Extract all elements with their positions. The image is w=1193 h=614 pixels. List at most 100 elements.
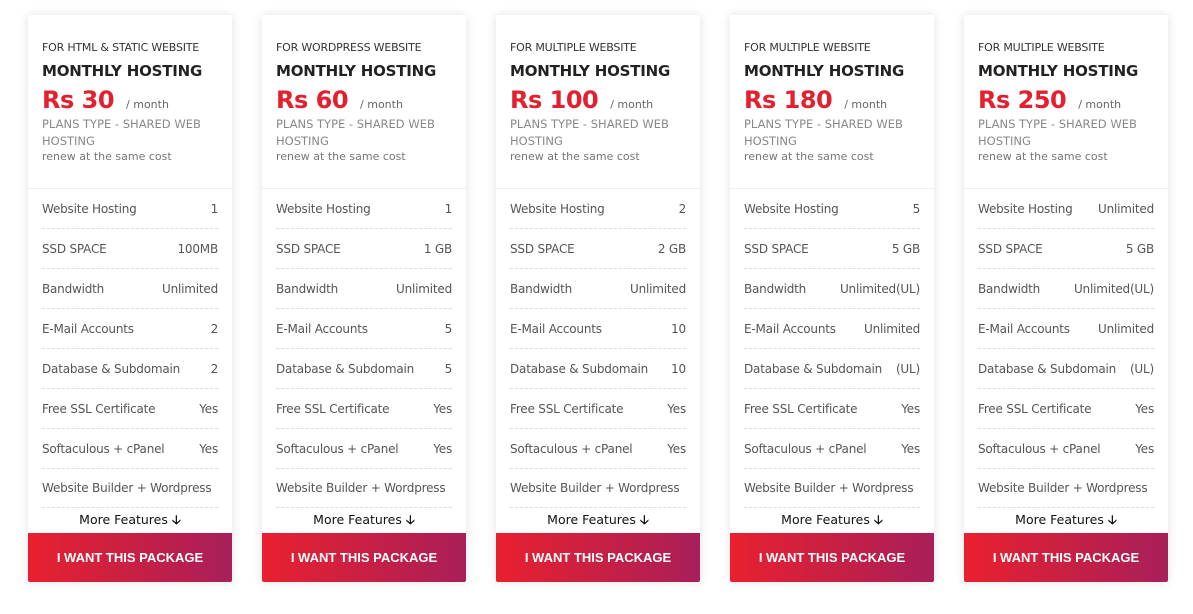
plan-type: PLANS TYPE - SHARED WEB HOSTING <box>744 117 903 148</box>
feature-label: Database & Subdomain <box>744 361 883 376</box>
feature-row: Database & Subdomain (UL) <box>978 349 1154 389</box>
feature-value: 2 GB <box>657 241 686 256</box>
feature-value: Yes <box>1135 441 1154 456</box>
plan-title: MONTHLY HOSTING <box>42 62 203 80</box>
feature-row: Website Builder + Wordpress <box>276 469 452 508</box>
more-features-link[interactable]: More Features 🡣 <box>28 508 232 531</box>
feature-row: SSD SPACE 5 GB <box>744 229 920 269</box>
feature-row: Softaculous + cPanel Yes <box>978 429 1154 469</box>
plan-header: FOR MULTIPLE WEBSITE MONTHLY HOSTING Rs … <box>730 15 934 189</box>
price-period: / month <box>126 98 169 111</box>
plan-type: PLANS TYPE - SHARED WEB HOSTING <box>42 117 201 148</box>
feature-label: SSD SPACE <box>744 241 809 256</box>
feature-value: Unlimited <box>864 321 920 336</box>
price-period: / month <box>360 98 403 111</box>
feature-label: Website Builder + Wordpress <box>42 481 212 495</box>
feature-row: E-Mail Accounts Unlimited <box>978 309 1154 349</box>
feature-list: Website Hosting 1 SSD SPACE 100MB Bandwidth U… <box>28 189 232 508</box>
plan-type: PLANS TYPE - SHARED WEB HOSTING <box>978 117 1137 148</box>
more-features-link[interactable]: More Features 🡣 <box>496 508 700 531</box>
more-features-label: More Features <box>547 512 636 527</box>
more-features-label: More Features <box>79 512 168 527</box>
feature-value: Unlimited(UL) <box>1073 281 1154 296</box>
feature-value: Unlimited <box>1098 321 1154 336</box>
feature-row: SSD SPACE 5 GB <box>978 229 1154 269</box>
feature-label: Website Builder + Wordpress <box>744 481 914 495</box>
feature-value: Unlimited <box>630 281 686 296</box>
feature-label: Free SSL Certificate <box>510 401 624 416</box>
feature-value: Yes <box>433 401 452 416</box>
price-amount: Rs 250 <box>978 86 1067 114</box>
feature-label: E-Mail Accounts <box>510 321 602 336</box>
buy-package-button[interactable]: I WANT THIS PACKAGE <box>262 533 466 582</box>
more-features-label: More Features <box>1015 512 1104 527</box>
feature-value: 1 <box>444 201 453 216</box>
feature-label: Database & Subdomain <box>978 361 1117 376</box>
feature-label: Softaculous + cPanel <box>42 441 165 456</box>
feature-value: 10 <box>671 361 686 376</box>
more-features-link[interactable]: More Features 🡣 <box>964 508 1168 531</box>
feature-row: Softaculous + cPanel Yes <box>744 429 920 469</box>
plan-type: PLANS TYPE - SHARED WEB HOSTING <box>510 117 669 148</box>
plan-audience: FOR WORDPRESS WEBSITE <box>276 41 422 54</box>
feature-value: Yes <box>1135 401 1154 416</box>
feature-label: Website Hosting <box>744 201 839 216</box>
plan-price: Rs 250 / month <box>978 86 1154 114</box>
feature-label: Website Hosting <box>978 201 1073 216</box>
feature-label: E-Mail Accounts <box>276 321 368 336</box>
arrow-down-icon: 🡣 <box>171 512 181 527</box>
feature-label: E-Mail Accounts <box>978 321 1070 336</box>
feature-value: Yes <box>433 441 452 456</box>
feature-row: Website Hosting Unlimited <box>978 189 1154 229</box>
plan-header: FOR HTML & STATIC WEBSITE MONTHLY HOSTIN… <box>28 15 232 189</box>
buy-package-button[interactable]: I WANT THIS PACKAGE <box>730 533 934 582</box>
arrow-down-icon: 🡣 <box>873 512 883 527</box>
plan-card: FOR WORDPRESS WEBSITE MONTHLY HOSTING Rs… <box>262 15 466 582</box>
plan-title: MONTHLY HOSTING <box>978 62 1139 80</box>
feature-row: Free SSL Certificate Yes <box>42 389 218 429</box>
more-features-link[interactable]: More Features 🡣 <box>730 508 934 531</box>
feature-row: Website Hosting 2 <box>510 189 686 229</box>
renew-note: renew at the same cost <box>42 150 172 163</box>
arrow-down-icon: 🡣 <box>1107 512 1117 527</box>
feature-row: Free SSL Certificate Yes <box>276 389 452 429</box>
feature-value: 1 <box>210 201 219 216</box>
feature-row: SSD SPACE 1 GB <box>276 229 452 269</box>
feature-label: Database & Subdomain <box>276 361 415 376</box>
feature-value: 2 <box>678 201 687 216</box>
feature-label: SSD SPACE <box>978 241 1043 256</box>
plan-card: FOR MULTIPLE WEBSITE MONTHLY HOSTING Rs … <box>964 15 1168 582</box>
price-amount: Rs 180 <box>744 86 833 114</box>
price-period: / month <box>610 98 654 111</box>
buy-package-button[interactable]: I WANT THIS PACKAGE <box>28 533 232 582</box>
feature-value: 5 <box>912 201 921 216</box>
plan-audience: FOR MULTIPLE WEBSITE <box>978 41 1105 54</box>
plan-title: MONTHLY HOSTING <box>276 62 437 80</box>
feature-row: Softaculous + cPanel Yes <box>42 429 218 469</box>
feature-row: Website Builder + Wordpress <box>744 469 920 508</box>
feature-value: Unlimited <box>162 281 218 296</box>
feature-label: Website Hosting <box>42 201 137 216</box>
feature-value: 10 <box>671 321 686 336</box>
feature-label: Bandwidth <box>42 281 105 296</box>
feature-label: Bandwidth <box>744 281 807 296</box>
feature-value: Yes <box>199 441 218 456</box>
feature-label: Bandwidth <box>978 281 1041 296</box>
feature-row: Free SSL Certificate Yes <box>744 389 920 429</box>
buy-package-button[interactable]: I WANT THIS PACKAGE <box>496 533 700 582</box>
feature-row: E-Mail Accounts Unlimited <box>744 309 920 349</box>
feature-value: (UL) <box>895 361 920 376</box>
feature-value: 5 GB <box>1125 241 1154 256</box>
more-features-link[interactable]: More Features 🡣 <box>262 508 466 531</box>
feature-label: SSD SPACE <box>276 241 341 256</box>
plan-price: Rs 30 / month <box>42 86 218 114</box>
feature-value: 2 <box>210 321 219 336</box>
feature-label: Free SSL Certificate <box>276 401 390 416</box>
feature-row: Website Builder + Wordpress <box>978 469 1154 508</box>
more-features-label: More Features <box>781 512 870 527</box>
buy-package-button[interactable]: I WANT THIS PACKAGE <box>964 533 1168 582</box>
feature-list: Website Hosting 1 SSD SPACE 1 GB Bandwidth Un… <box>262 189 466 508</box>
feature-label: Softaculous + cPanel <box>276 441 399 456</box>
feature-value: Yes <box>667 401 686 416</box>
feature-row: Website Hosting 1 <box>276 189 452 229</box>
